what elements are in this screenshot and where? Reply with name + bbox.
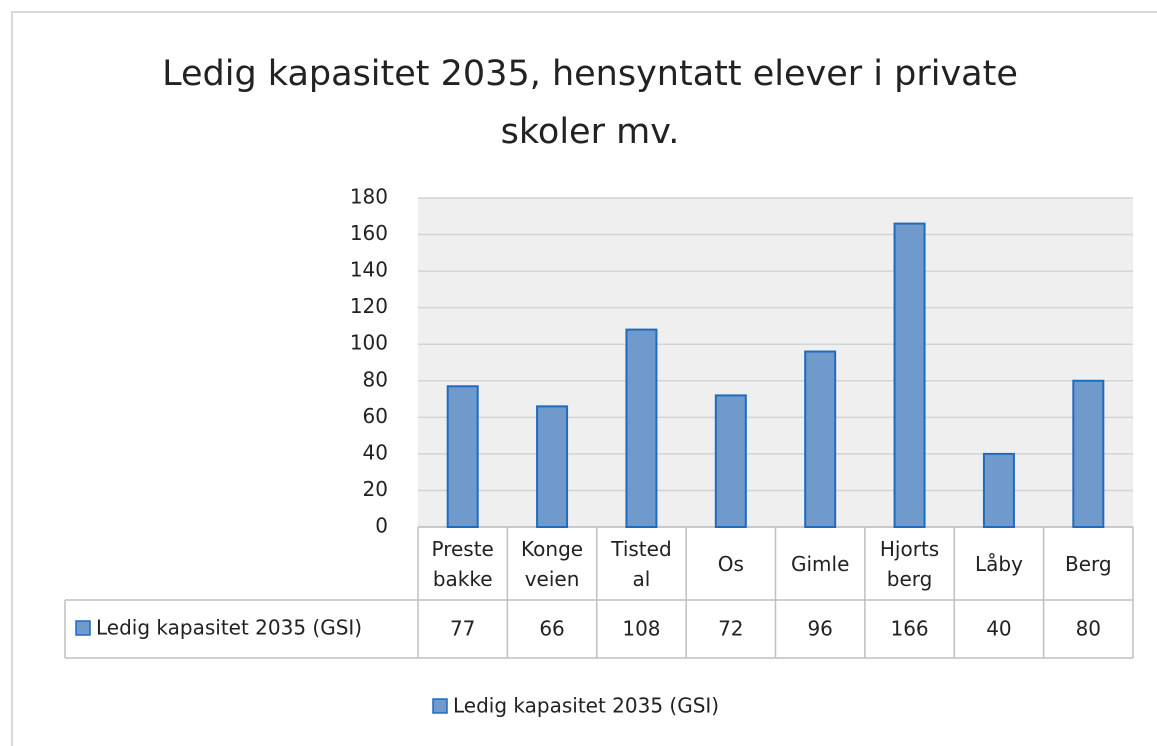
y-tick-label: 40 — [363, 440, 388, 464]
table-value: 166 — [890, 617, 928, 641]
bar — [714, 394, 747, 528]
y-tick-label: 120 — [350, 294, 388, 318]
category-cell: Prestebakke — [431, 536, 494, 591]
bar — [804, 350, 837, 528]
x-tick-label: Hjortsberg — [879, 536, 940, 591]
x-tick-label: Kongeveien — [521, 536, 584, 591]
bar — [446, 385, 479, 528]
category-cell: Kongeveien — [521, 536, 584, 591]
x-tick-label: Låby — [974, 551, 1023, 576]
x-tick-label: Berg — [1065, 551, 1112, 576]
x-tick-label: Gimle — [790, 551, 850, 576]
category-cell: Låby — [974, 551, 1023, 576]
category-cell: Berg — [1065, 551, 1112, 576]
y-tick-label: 20 — [363, 477, 388, 501]
y-tick-label: 100 — [350, 331, 388, 355]
title-box: Ledig kapasitet 2035, hensyntatt elever … — [162, 54, 1018, 152]
category-cell: Gimle — [790, 551, 850, 576]
table-value: 80 — [1076, 617, 1101, 641]
bar — [893, 222, 926, 528]
category-cell: Os — [717, 551, 744, 576]
x-tick-label: Tistedal — [611, 536, 672, 591]
table-series-name: Ledig kapasitet 2035 (GSI) — [96, 616, 362, 640]
table-value: 72 — [718, 617, 743, 641]
legend-key — [432, 698, 448, 714]
table-value: 77 — [450, 617, 475, 641]
y-tick-label: 60 — [363, 404, 388, 428]
legend-key — [75, 620, 91, 636]
table-value: 108 — [622, 617, 660, 641]
chart-title: Ledig kapasitet 2035, hensyntatt elever … — [162, 54, 1018, 152]
plot-area — [418, 198, 1133, 527]
y-tick-label: 140 — [350, 258, 388, 282]
y-tick-label: 80 — [363, 367, 388, 391]
category-cell: Hjortsberg — [879, 536, 940, 591]
bar — [982, 452, 1015, 528]
y-tick-label: 0 — [375, 514, 388, 538]
x-tick-label: Os — [717, 551, 744, 576]
legend-label: Ledig kapasitet 2035 (GSI) — [453, 694, 719, 718]
x-tick-label: Prestebakke — [431, 536, 494, 591]
bar — [1072, 379, 1105, 528]
table-value: 96 — [807, 617, 832, 641]
y-tick-label: 160 — [350, 221, 388, 245]
bar — [536, 405, 569, 528]
bar — [625, 328, 658, 528]
category-cell: Tistedal — [611, 536, 672, 591]
y-tick-label: 180 — [350, 185, 388, 209]
table-value: 66 — [539, 617, 564, 641]
table-value: 40 — [986, 617, 1011, 641]
